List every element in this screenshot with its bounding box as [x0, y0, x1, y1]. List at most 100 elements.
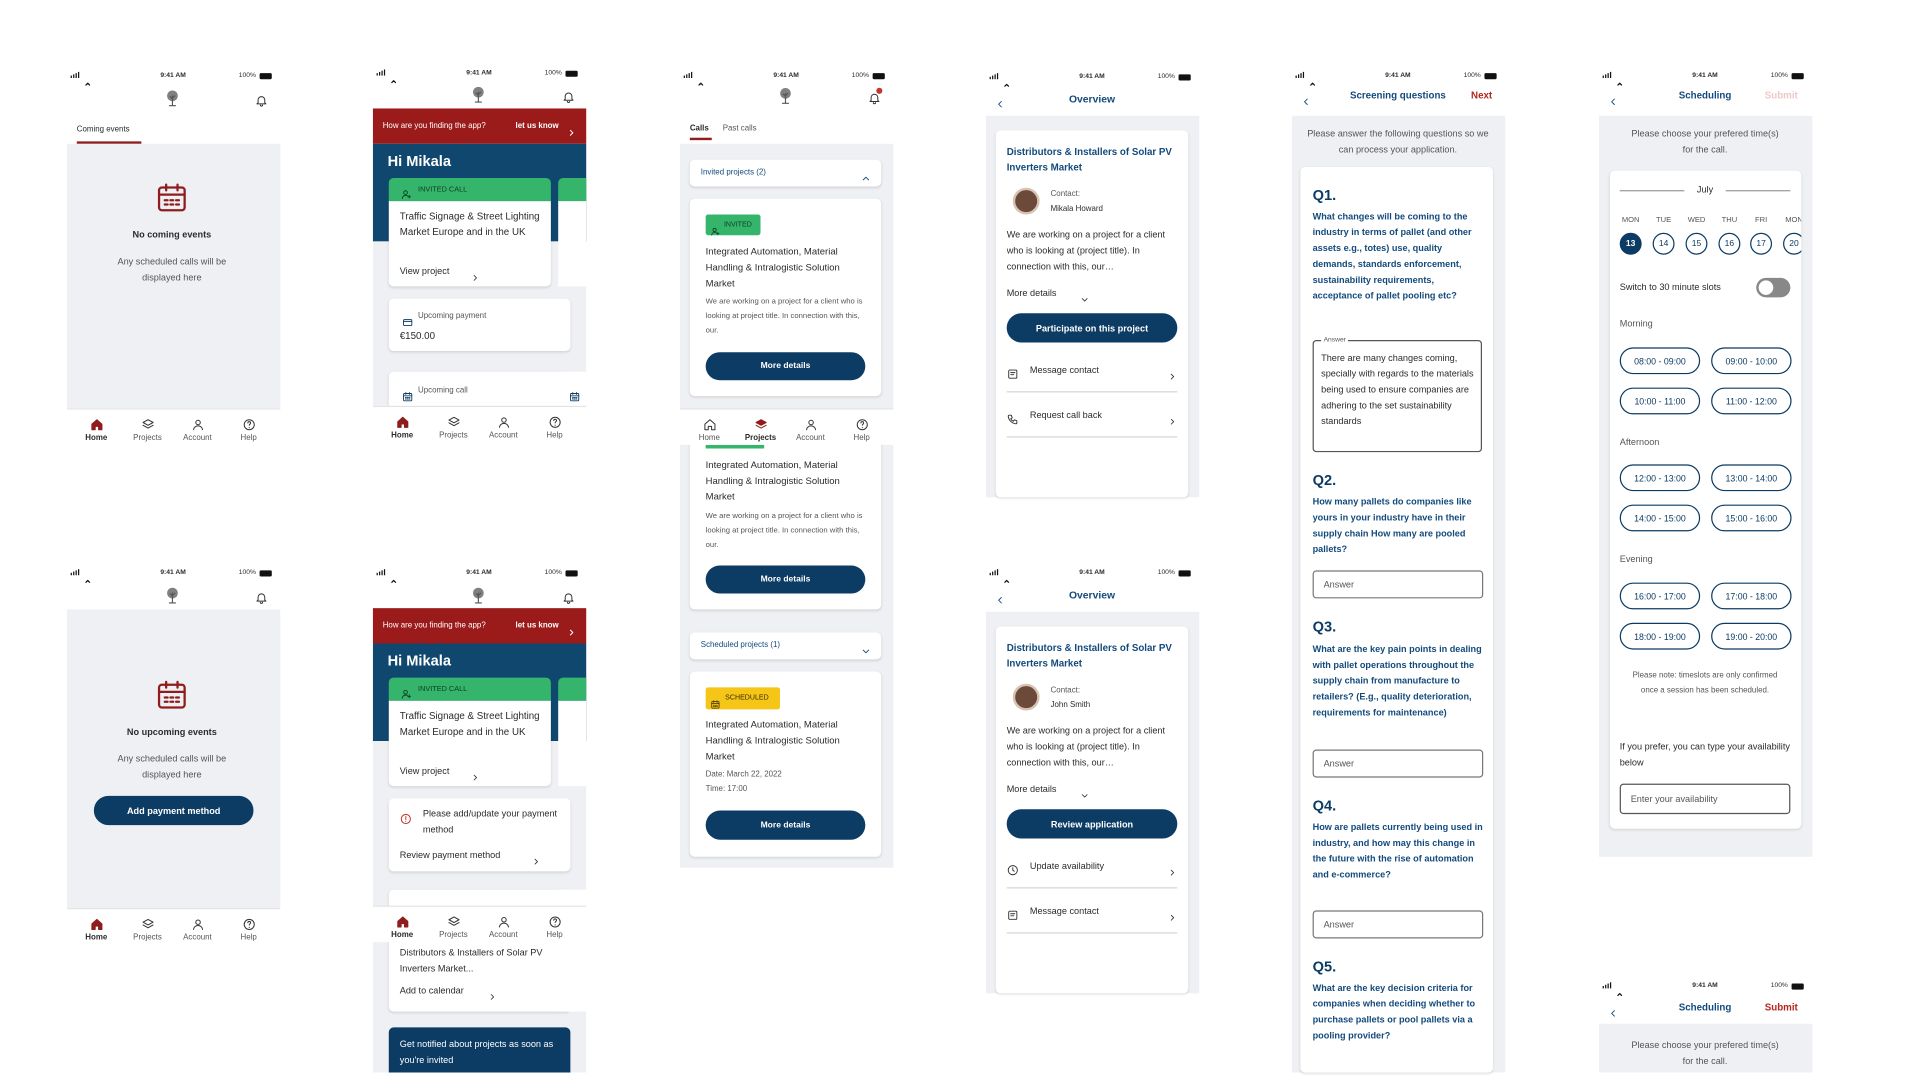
button[interactable]: Review application: [1006, 809, 1178, 839]
link[interactable]: View project: [399, 765, 450, 777]
date-chip[interactable]: 14: [1652, 232, 1675, 255]
description: We are working on a project for a client…: [1006, 228, 1166, 272]
availability-input: [1619, 783, 1791, 815]
time-slot[interactable]: 10:00 - 11:00: [1619, 387, 1701, 415]
icon-svg: [166, 587, 178, 603]
question-text: What are the key decision criteria for c…: [1312, 981, 1476, 1041]
link[interactable]: View project: [399, 265, 450, 277]
nav-item[interactable]: Home: [85, 932, 108, 942]
link[interactable]: Add to calendar: [399, 984, 464, 996]
icon-cu: [1309, 72, 1316, 86]
event-title: Distributors & Installers of Solar PV In…: [399, 946, 543, 974]
icon-svg: [391, 579, 397, 583]
time-slot[interactable]: 15:00 - 16:00: [1711, 504, 1792, 532]
time-slot[interactable]: 13:00 - 14:00: [1711, 464, 1792, 492]
date-chip[interactable]: 13: [1619, 232, 1642, 255]
nav-item[interactable]: Home: [85, 433, 108, 442]
month: July: [1696, 184, 1714, 195]
nav-item[interactable]: Account: [489, 430, 518, 440]
question-text: How are pallets currently being used in …: [1312, 820, 1483, 880]
link[interactable]: Update availability: [1029, 860, 1105, 872]
icon-alert: [400, 809, 412, 825]
date-chip[interactable]: 20: [1783, 232, 1802, 255]
icon-homeFill: [90, 915, 103, 930]
link[interactable]: Review payment method: [399, 849, 501, 861]
project-title: Traffic Signage & Street Lighting Market…: [399, 210, 540, 238]
time-slot[interactable]: 12:00 - 13:00: [1619, 464, 1701, 492]
nav-item[interactable]: Account: [183, 932, 212, 942]
tab[interactable]: Calls: [689, 124, 709, 133]
status-time: 9:41 AM: [466, 569, 492, 577]
icon-tree: [469, 586, 487, 604]
placeholder: Answer: [1323, 578, 1355, 590]
icon-svg: [1004, 83, 1010, 87]
status-battery: 100%: [1770, 71, 1788, 80]
nav-item[interactable]: Projects: [744, 433, 777, 442]
next-button[interactable]: Next: [1471, 90, 1493, 102]
nav-item[interactable]: Help: [240, 433, 257, 442]
nav-item[interactable]: Home: [698, 433, 720, 442]
icon-svg: [498, 916, 509, 927]
more-details[interactable]: More details: [1006, 783, 1057, 795]
card-title: Integrated Automation, Material Handling…: [705, 458, 840, 502]
description: We are working on a project for a client…: [1006, 724, 1166, 768]
date-chip[interactable]: 16: [1718, 232, 1741, 255]
icon-svg: [472, 587, 484, 603]
accordion-header[interactable]: Invited projects (2): [700, 168, 766, 177]
status-battery: 100%: [544, 69, 562, 77]
time-slot[interactable]: 11:00 - 12:00: [1711, 387, 1792, 415]
submit-button[interactable]: Submit: [1764, 1001, 1798, 1013]
nav-item[interactable]: Account: [796, 433, 825, 442]
button[interactable]: More details: [705, 565, 866, 594]
banner-link[interactable]: let us know: [515, 621, 559, 631]
nav-bar: [372, 405, 587, 443]
divider: [1619, 190, 1685, 192]
nav-item[interactable]: Help: [546, 930, 563, 940]
project-title: Traffic Signage & Street Lighting Market…: [399, 709, 540, 737]
nav-item[interactable]: Home: [391, 930, 414, 940]
date-chip[interactable]: 17: [1750, 232, 1773, 255]
nav-item[interactable]: Projects: [439, 430, 468, 440]
signal-bar: [1602, 985, 1605, 989]
time-slot[interactable]: 16:00 - 17:00: [1619, 582, 1701, 610]
icon-svg: [157, 183, 186, 212]
nav-item[interactable]: Projects: [439, 930, 468, 940]
badge: INVITED CALL: [418, 185, 468, 194]
icon-home: [703, 415, 716, 430]
nav-item[interactable]: Projects: [133, 932, 162, 942]
time-slot[interactable]: 19:00 - 20:00: [1711, 622, 1792, 650]
time-slot[interactable]: 14:00 - 15:00: [1619, 504, 1701, 532]
time-slot[interactable]: 18:00 - 19:00: [1619, 622, 1701, 650]
icon-svg: [490, 994, 494, 1000]
icon-svg: [400, 813, 411, 825]
nav-item[interactable]: Account: [183, 433, 212, 442]
button[interactable]: Add payment method: [93, 795, 254, 826]
nav-item[interactable]: Account: [489, 930, 518, 940]
banner-link[interactable]: let us know: [515, 121, 559, 131]
button[interactable]: More details: [705, 352, 866, 381]
nav-item[interactable]: Projects: [133, 433, 162, 442]
button[interactable]: Participate on this project: [1006, 313, 1178, 343]
tab[interactable]: Coming events: [76, 125, 130, 135]
time-slot[interactable]: 09:00 - 10:00: [1711, 347, 1792, 375]
accordion-header[interactable]: Scheduled projects (1): [700, 641, 781, 650]
time-slot[interactable]: 08:00 - 09:00: [1619, 347, 1701, 375]
link[interactable]: Request call back: [1029, 409, 1102, 421]
time-slot[interactable]: 17:00 - 18:00: [1711, 582, 1792, 610]
link[interactable]: Message contact: [1029, 364, 1099, 376]
link[interactable]: Message contact: [1029, 905, 1099, 917]
signal-bar: [383, 569, 386, 576]
nav-item[interactable]: Help: [240, 932, 257, 942]
status-battery: 100%: [544, 569, 562, 577]
placeholder: Enter your availability: [1630, 792, 1718, 804]
nav-item[interactable]: Home: [391, 430, 414, 440]
nav-item[interactable]: Help: [853, 433, 870, 442]
nav-item[interactable]: Help: [546, 430, 563, 440]
signal-bar: [1602, 75, 1605, 78]
more-details[interactable]: More details: [1006, 287, 1057, 299]
button[interactable]: More details: [705, 810, 866, 840]
icon-bell: [254, 588, 267, 604]
date-chip[interactable]: 15: [1685, 232, 1708, 255]
signal-bar: [1609, 982, 1612, 989]
tab[interactable]: Past calls: [722, 124, 757, 133]
